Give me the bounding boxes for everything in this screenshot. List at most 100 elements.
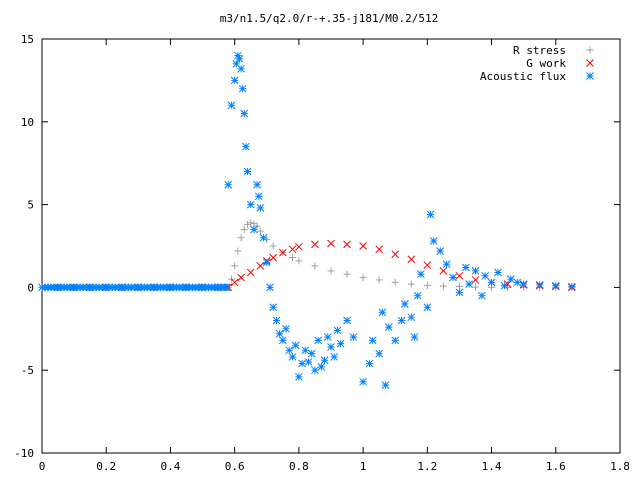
acoustic-flux-point [384,323,393,331]
acoustic-flux-point [436,247,445,255]
acoustic-flux-point [455,288,464,297]
acoustic-flux-point [298,359,306,368]
legend-label: G work [526,57,566,70]
acoustic-flux-point [343,316,351,325]
g-work-point [311,240,319,249]
g-work-point [359,242,367,250]
legend-marker [586,59,594,67]
y-tick-label: -5 [21,364,34,377]
acoustic-flux-point [423,303,432,312]
acoustic-flux-point [307,349,316,358]
g-work-point [423,261,432,269]
acoustic-flux-point [314,336,323,345]
acoustic-flux-point [391,336,400,345]
x-tick-label: 1.6 [546,460,566,473]
acoustic-flux-point [381,381,390,389]
legend-marker [586,72,594,80]
g-work-point [455,271,464,280]
r-stress-point [504,283,512,291]
acoustic-flux-point [478,291,486,300]
acoustic-flux-point [259,233,268,242]
r-stress-point [269,242,277,250]
g-work-point [237,273,245,282]
r-stress-point [311,262,319,270]
y-tick-label: 10 [21,116,34,129]
g-work-point [407,255,416,264]
x-tick-label: 1.2 [417,460,437,473]
acoustic-flux-point [327,343,335,351]
r-stress-point [237,234,245,242]
acoustic-flux-point [323,333,332,341]
x-axis: 0 0.2 0.4 0.6 0.8 1 1.2 1.4 1.6 1.8 [39,39,630,473]
r-stress-point [263,235,271,243]
acoustic-flux-point [285,346,294,355]
x-tick-label: 1.8 [610,460,630,473]
g-work-point [269,253,278,262]
r-stress-point [295,257,303,265]
y-tick-label: 0 [27,281,34,294]
acoustic-flux-point [519,280,528,288]
y-tick-label: -10 [14,447,34,460]
g-work-point [439,266,448,275]
plot-border [41,38,621,454]
acoustic-flux-point [513,278,522,287]
r-stress-point [439,282,447,290]
acoustic-flux-point [237,64,245,73]
g-work-point [327,239,335,248]
acoustic-flux-point [253,180,261,189]
r-stress-point [423,281,431,289]
acoustic-flux-point [333,326,342,335]
x-tick-label: 0.8 [289,460,309,473]
y-tick-label: 5 [27,199,34,212]
r-stress-point [407,280,415,288]
g-work-point [343,240,351,249]
g-work-point [375,245,384,254]
acoustic-flux-point [417,270,425,279]
legend-marker [586,46,594,54]
legend-label: Acoustic flux [480,70,566,83]
acoustic-flux-point [254,192,263,201]
acoustic-flux-point [288,353,297,361]
acoustic-flux-point [227,101,236,110]
r-stress-point [472,283,479,291]
acoustic-flux-point [465,280,473,288]
acoustic-flux-point [471,266,480,275]
acoustic-flux-point [487,278,496,287]
r-stress-point [247,219,255,227]
chart-title: m3/n1.5/q2.0/r-+.35-j181/M0.2/512 [220,12,439,25]
r-stress-point [244,220,252,228]
acoustic-flux-point [317,363,326,371]
acoustic-flux-point [250,225,258,234]
y-axis: 15 10 5 0 -5 -10 [14,33,620,460]
g-work-point [391,250,400,259]
acoustic-flux-point [349,333,358,341]
x-tick-label: 0 [39,460,46,473]
acoustic-flux-point [375,349,384,358]
acoustic-flux-point [506,275,515,283]
acoustic-flux-point [442,260,451,269]
acoustic-flux-point [449,273,457,282]
acoustic-flux-point [224,180,233,189]
acoustic-flux-point [410,333,419,341]
r-stress-point [256,227,264,235]
x-tick-label: 1.4 [482,460,502,473]
x-tick-label: 0.6 [225,460,245,473]
g-work-point [230,278,239,287]
g-work-point [278,248,287,257]
acoustic-flux-point [494,268,502,277]
acoustic-flux-point [368,336,377,345]
acoustic-flux-point [275,329,284,338]
x-tick-label: 0.2 [96,460,116,473]
g-work-point [246,268,255,277]
acoustic-flux-point [378,308,387,317]
r-stress-point [359,273,367,281]
acoustic-flux-point [320,356,329,365]
acoustic-flux-point [272,316,281,325]
r-stress-point [391,278,399,286]
acoustic-flux-point [230,76,239,85]
acoustic-flux-point [311,366,319,375]
acoustic-flux-point [407,313,416,322]
y-tick-label: 15 [21,33,34,46]
